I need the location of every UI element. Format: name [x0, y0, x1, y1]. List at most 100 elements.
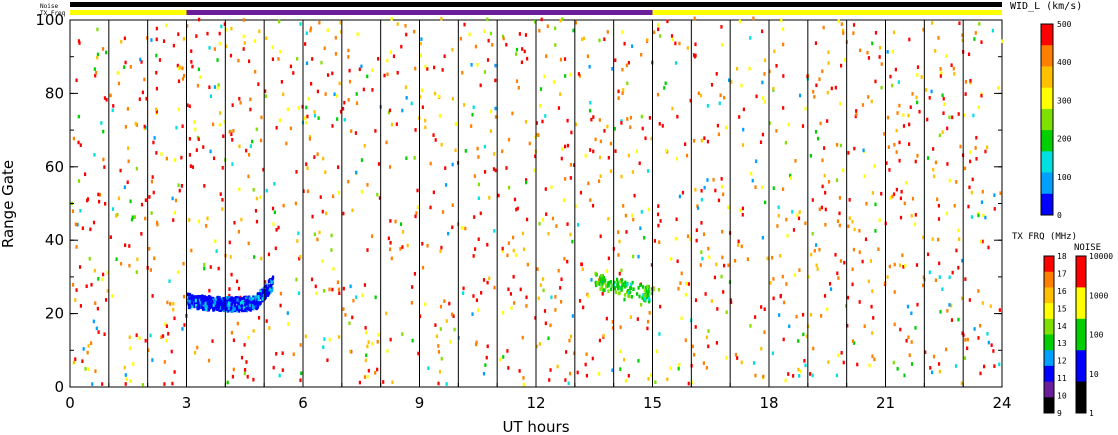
scatter-point [637, 359, 640, 363]
scatter-point [624, 378, 628, 383]
scatter-point [657, 287, 661, 292]
scatter-point [895, 187, 898, 192]
colorbar-txfrq-tick: 10 [1057, 392, 1067, 401]
scatter-point [78, 265, 82, 269]
scatter-point [550, 295, 553, 300]
feature-point [211, 300, 214, 304]
scatter-point [179, 65, 182, 70]
feature-point [199, 305, 202, 310]
scatter-point [460, 226, 463, 230]
scatter-point [968, 159, 972, 164]
scatter-point [182, 261, 185, 266]
colorbar-noise-tick: 1 [1089, 409, 1094, 418]
scatter-point [587, 181, 590, 186]
scatter-point [973, 327, 976, 331]
scatter-point [981, 239, 984, 244]
scatter-point [613, 126, 616, 131]
scatter-point [535, 344, 538, 349]
scatter-point [424, 125, 427, 130]
scatter-point [944, 347, 948, 352]
scatter-point [164, 322, 167, 327]
scatter-point [928, 96, 931, 100]
scatter-point [979, 239, 983, 244]
scatter-point [155, 37, 158, 42]
feature-point [247, 305, 250, 309]
scatter-point [727, 263, 730, 268]
scatter-point [521, 47, 524, 51]
scatter-point [538, 28, 541, 33]
scatter-point [761, 80, 764, 85]
scatter-point [160, 152, 163, 156]
scatter-point [275, 125, 278, 130]
scatter-point [801, 312, 805, 317]
feature-point [220, 297, 224, 302]
scatter-point [246, 374, 249, 379]
scatter-point [343, 117, 346, 122]
scatter-point [418, 314, 422, 319]
scatter-point [72, 360, 75, 365]
scatter-point [242, 34, 245, 39]
feature-point [213, 307, 216, 312]
feature-point [271, 277, 274, 282]
scatter-point [827, 61, 830, 65]
scatter-point [525, 304, 528, 308]
scatter-point [155, 53, 158, 58]
colorbar-txfrq-tick: 9 [1057, 409, 1062, 418]
scatter-point [647, 207, 650, 212]
scatter-point [856, 362, 859, 367]
scatter-point [710, 82, 714, 87]
scatter-point [801, 124, 805, 128]
scatter-point [893, 262, 896, 267]
scatter-point [826, 90, 829, 95]
colorbar-wid-swatch [1041, 130, 1053, 152]
scatter-point [461, 291, 465, 295]
scatter-point [588, 108, 592, 113]
scatter-point [363, 375, 367, 379]
scatter-point [713, 275, 717, 280]
scatter-point [249, 144, 252, 148]
scatter-point [214, 239, 217, 244]
scatter-point [331, 71, 334, 76]
scatter-point [155, 70, 158, 75]
scatter-point [722, 290, 725, 294]
scatter-point [441, 210, 445, 214]
scatter-point [366, 344, 369, 349]
scatter-point [632, 217, 635, 222]
scatter-point [282, 203, 285, 208]
scatter-point [617, 96, 620, 100]
feature-point [610, 287, 613, 292]
scatter-point [308, 137, 312, 141]
scatter-point [788, 173, 792, 178]
scatter-point [410, 101, 413, 106]
scatter-point [659, 219, 662, 223]
scatter-point [130, 217, 134, 222]
feature-point [246, 300, 249, 304]
scatter-point [472, 294, 475, 298]
scatter-point [674, 236, 677, 241]
scatter-point [93, 152, 96, 157]
feature-point [646, 292, 649, 297]
scatter-point [624, 213, 627, 218]
scatter-point [401, 108, 404, 113]
colorbar-wid-swatch [1041, 45, 1053, 67]
scatter-point [554, 43, 557, 47]
scatter-point [598, 179, 601, 183]
feature-point [621, 282, 624, 286]
scatter-point [225, 44, 228, 49]
feature-point [252, 297, 255, 301]
scatter-point [155, 26, 158, 31]
scatter-point [434, 323, 437, 327]
feature-point [214, 298, 217, 303]
scatter-point [249, 107, 252, 112]
scatter-point [158, 58, 162, 62]
scatter-point [841, 168, 845, 173]
scatter-point [213, 85, 216, 89]
colorbar-txfrq-swatch [1044, 303, 1054, 320]
scatter-point [788, 324, 791, 329]
scatter-point [74, 357, 77, 361]
scatter-point [746, 257, 749, 261]
noise-bar [70, 2, 1002, 7]
scatter-point [177, 79, 181, 84]
scatter-point [648, 311, 651, 315]
scatter-point [311, 214, 314, 219]
